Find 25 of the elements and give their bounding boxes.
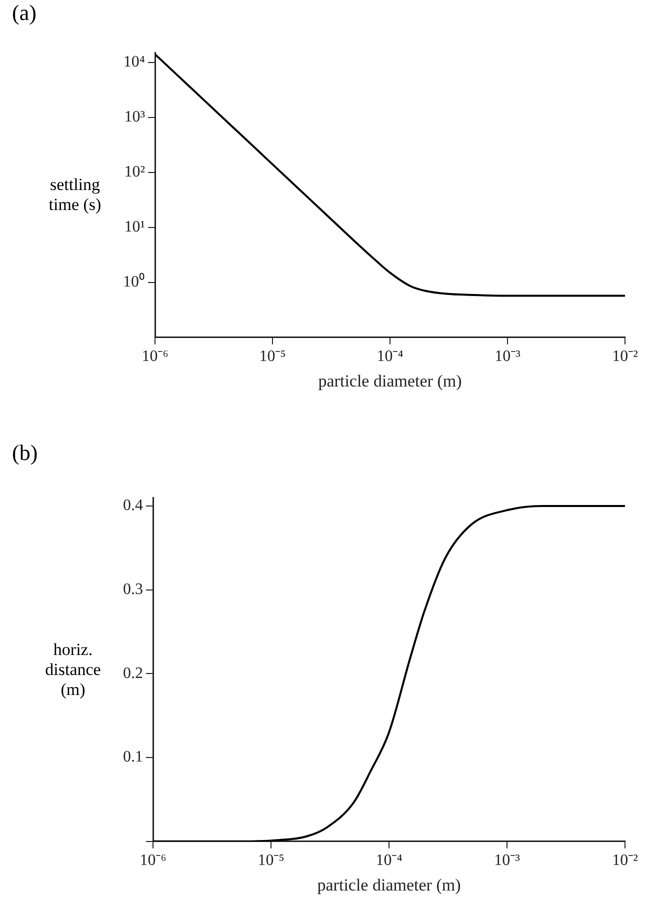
chart-title: (a) [12,0,36,26]
y-tick-label: 10² [124,164,146,181]
x-tick-label: 10⁻² [612,852,638,870]
x-tick-label: 10⁻⁵ [259,348,286,366]
y-axis-title: horiz. distance (m) [44,640,102,700]
y-tick-label: 0.2 [123,664,143,682]
x-tick-label: 10⁻⁴ [376,348,404,366]
x-tick-label: 10⁻⁵ [258,852,284,870]
y-tick-label: 10⁰ [123,272,145,291]
x-axis-title: particle diameter (m) [318,371,462,390]
x-tick-label: 10⁻² [612,348,638,366]
x-axis-title: particle diameter (m) [317,875,461,894]
y-tick-label: 10⁴ [123,53,146,70]
x-tick-label: 10⁻⁶ [142,348,168,366]
y-tick-label: 10¹ [124,218,146,236]
y-tick-label: 0.1 [123,748,143,766]
x-tick-label: 10⁻³ [494,852,520,870]
y-tick-label: 0.3 [123,581,143,598]
chart-title: (b) [12,440,38,466]
y-tick-label: 0.4 [123,497,143,514]
y-tick-label: 10³ [124,108,146,126]
x-tick-label: 10⁻⁴ [376,852,403,870]
x-tick-label: 10⁻³ [494,348,521,366]
x-tick-label: 10⁻⁶ [140,852,166,870]
y-axis-title: settling time (s) [48,175,102,215]
